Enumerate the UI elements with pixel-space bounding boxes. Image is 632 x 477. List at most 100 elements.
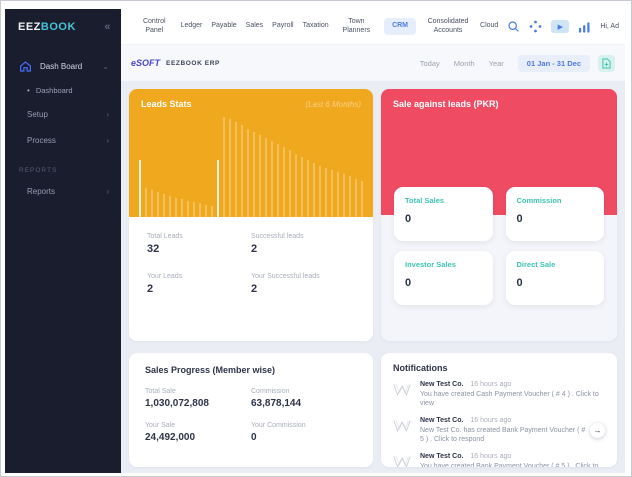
chart-bar xyxy=(211,205,213,217)
stat-box-total-sales: Total Sales 0 xyxy=(394,187,493,241)
brand-logo: eSOFT xyxy=(131,58,161,68)
nav-item-payroll[interactable]: Payroll xyxy=(272,22,294,30)
search-icon[interactable] xyxy=(507,20,520,33)
chart-bar xyxy=(175,198,177,217)
nav-item-sales[interactable]: Sales xyxy=(245,22,264,30)
stat-label: Total Sale xyxy=(145,388,176,395)
stat-label: Commission xyxy=(516,196,562,205)
nav-item-taxation[interactable]: Taxation xyxy=(302,22,329,30)
chart-bar xyxy=(289,150,291,217)
nav-item-payable[interactable]: Payable xyxy=(211,22,237,30)
stat-total-sale: Total Sale 1,030,072,808 xyxy=(145,388,251,409)
stat-label: Your Sale xyxy=(145,422,176,429)
notification-time: 16 hours ago xyxy=(470,452,512,460)
stat-label: Total Sales xyxy=(405,196,445,205)
chart-bar xyxy=(163,194,165,217)
sale-against-leads-card: Sale against leads (PKR) Total Sales 0 C… xyxy=(381,89,617,341)
notification-message: You have created Bank Payment Voucher ( … xyxy=(420,462,599,467)
sidebar-item-setup[interactable]: Setup › xyxy=(5,101,121,127)
notification-item[interactable]: New Test Co. 16 hours ago You have creat… xyxy=(393,381,605,409)
chart-bar xyxy=(259,134,261,217)
chart-bar xyxy=(205,204,207,217)
chart-bar xyxy=(265,137,267,217)
chart-bar xyxy=(247,128,249,217)
stat-total-leads: Total Leads 32 xyxy=(147,233,251,255)
stat-label: Your Successful leads xyxy=(251,273,320,280)
stat-your-successful-leads: Your Successful leads 2 xyxy=(251,273,355,295)
stat-value: 2 xyxy=(251,243,258,255)
company-logo-icon xyxy=(393,453,413,467)
range-button-today[interactable]: Today xyxy=(419,58,440,68)
chevron-right-icon: › xyxy=(106,186,109,196)
sales-progress-card: Sales Progress (Member wise) Total Sale … xyxy=(129,353,373,467)
chart-bar xyxy=(337,172,339,217)
stat-value: 0 xyxy=(251,432,257,443)
range-button-year[interactable]: Year xyxy=(488,58,504,68)
sidebar-item-dashboard-group[interactable]: Dash Board ⌄ xyxy=(5,53,121,79)
user-greeting[interactable]: Hi, Ad xyxy=(600,23,619,30)
chart-bar xyxy=(295,153,297,217)
leads-stats-card: Leads Stats (Last 6 Months) Total Leads … xyxy=(129,89,373,341)
chart-bar xyxy=(301,156,303,217)
chart-bar xyxy=(145,187,147,217)
leads-stats-subtitle: (Last 6 Months) xyxy=(305,100,361,109)
topbar-icon-group: ▶ Hi, Ad xyxy=(507,20,619,33)
logo-text-primary: EEZ xyxy=(18,21,41,33)
apps-icon[interactable] xyxy=(529,20,542,33)
notifications-title: Notifications xyxy=(393,363,448,373)
stat-box-direct-sale: Direct Sale 0 xyxy=(505,251,604,305)
play-icon[interactable]: ▶ xyxy=(551,20,570,33)
chart-bar xyxy=(343,174,345,217)
stat-value: 0 xyxy=(516,277,523,289)
home-icon xyxy=(20,60,31,72)
chart-bar xyxy=(223,117,225,217)
company-logo-icon xyxy=(393,381,413,409)
sidebar-logo: EEZ BOOK « xyxy=(5,9,121,45)
notification-item[interactable]: New Test Co. 16 hours ago New Test Co. h… xyxy=(393,417,605,445)
notification-body: New Test Co. 16 hours ago New Test Co. h… xyxy=(420,417,586,445)
chart-bar xyxy=(241,125,243,217)
date-range-picker[interactable]: 01 Jan - 31 Dec xyxy=(517,54,590,72)
chart-bar xyxy=(193,202,195,217)
sidebar-item-process[interactable]: Process › xyxy=(5,127,121,153)
range-button-month[interactable]: Month xyxy=(453,58,475,68)
chart-bar xyxy=(157,192,159,217)
nav-item-consolidated-accounts[interactable]: Consolidated Accounts xyxy=(427,18,469,34)
nav-item-ledger[interactable]: Ledger xyxy=(180,22,203,30)
stat-label: Total Leads xyxy=(147,233,183,240)
stat-label: Successful leads xyxy=(251,233,304,240)
stat-label: Your Leads xyxy=(147,273,183,280)
chart-bar xyxy=(151,189,153,217)
sidebar-subitem-label: Dashboard xyxy=(35,85,73,95)
stat-value: 0 xyxy=(405,277,412,289)
logo-text-secondary: BOOK xyxy=(40,21,76,33)
chart-bar xyxy=(217,159,219,217)
top-navigation: Control Panel Ledger Payable Sales Payro… xyxy=(121,9,625,45)
sidebar-collapse-icon[interactable]: « xyxy=(104,21,111,33)
notification-message: New Test Co. has created Bank Payment Vo… xyxy=(420,426,586,444)
sidebar-section-reports: REPORTS xyxy=(19,167,58,174)
leads-stats-title: Leads Stats xyxy=(141,99,192,109)
chevron-down-icon: ⌄ xyxy=(102,61,109,71)
chart-bar xyxy=(187,201,189,217)
nav-item-town-planners[interactable]: Town Planners xyxy=(342,18,371,34)
notification-item[interactable]: New Test Co. 16 hours ago You have creat… xyxy=(393,453,605,467)
export-report-button[interactable] xyxy=(598,54,615,72)
leads-bar-chart xyxy=(139,113,367,217)
sidebar-item-reports[interactable]: Reports › xyxy=(5,178,121,204)
notification-time: 16 hours ago xyxy=(470,416,512,424)
sidebar-item-dashboard-sub[interactable]: • Dashboard xyxy=(5,79,121,101)
stat-label: Your Commission xyxy=(251,422,306,429)
nav-item-control-panel[interactable]: Control Panel xyxy=(142,18,166,34)
nav-item-cloud[interactable]: Cloud xyxy=(480,22,499,30)
notification-message: You have created Cash Payment Voucher ( … xyxy=(420,391,599,408)
bar-chart-icon[interactable] xyxy=(578,21,591,33)
notifications-card: Notifications New Test Co. 16 hours ago … xyxy=(381,353,617,467)
sale-against-leads-title: Sale against leads (PKR) xyxy=(393,99,499,109)
notification-respond-button[interactable]: → xyxy=(590,423,605,439)
chart-bar xyxy=(313,162,315,217)
chart-bar xyxy=(307,159,309,217)
nav-item-crm-active[interactable]: CRM xyxy=(384,18,417,35)
stat-value: 1,030,072,808 xyxy=(145,398,209,409)
